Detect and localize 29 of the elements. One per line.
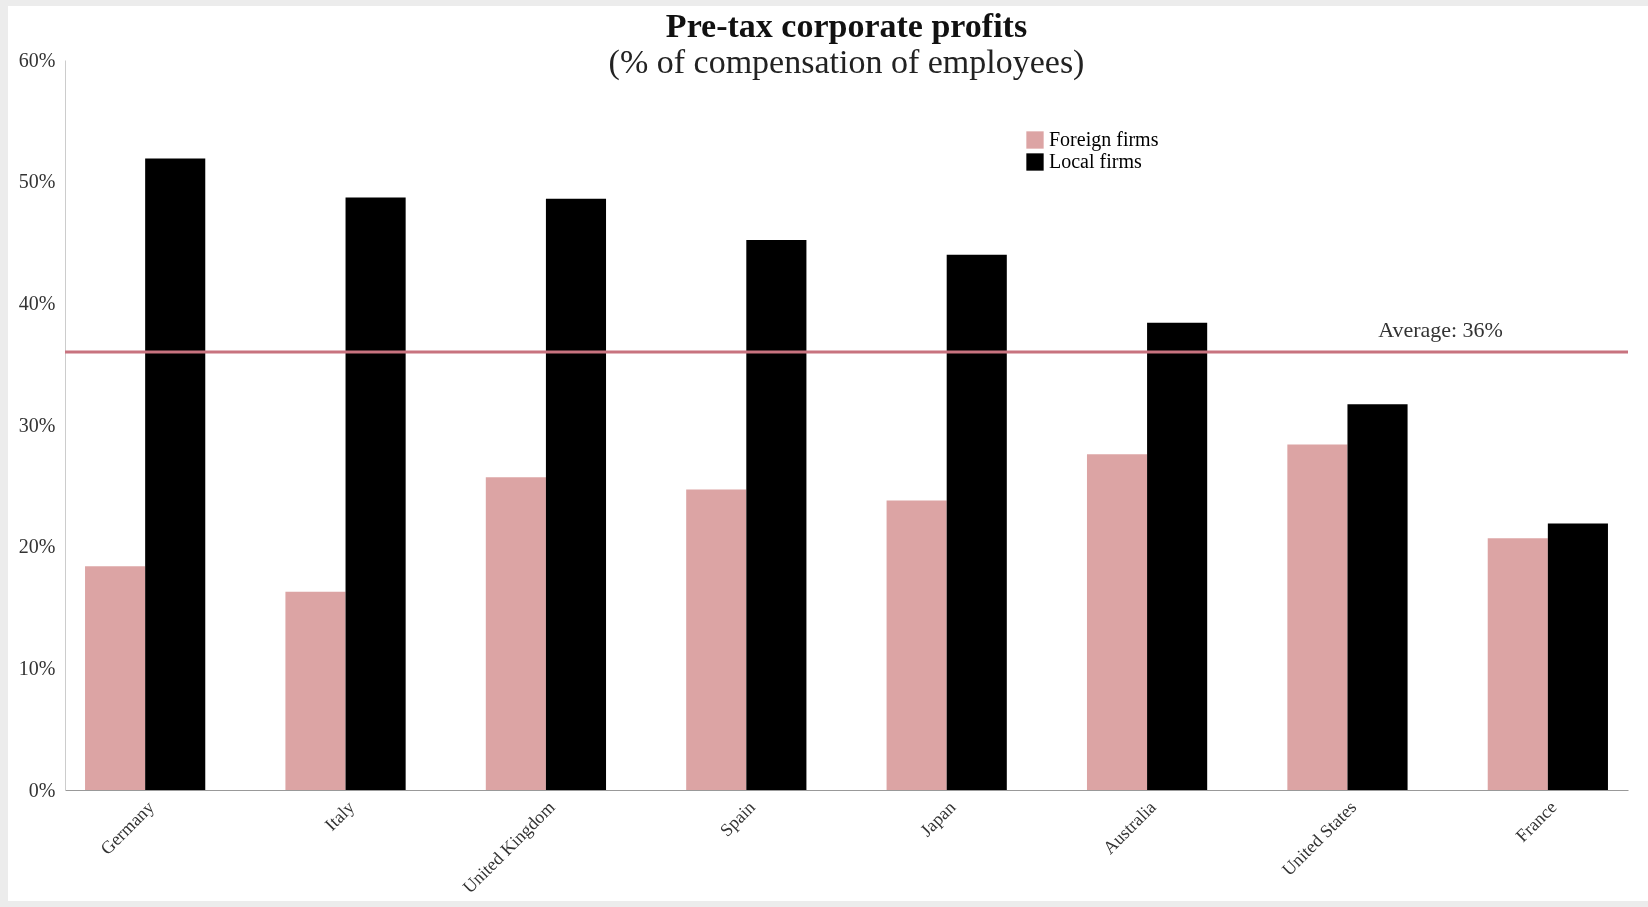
y-tick-label: 40% — [18, 291, 56, 314]
bar — [1347, 404, 1408, 790]
bar — [85, 566, 146, 790]
ref-line-label: Average: 36% — [1378, 317, 1503, 342]
bar — [345, 197, 406, 790]
chart-subtitle: (% of compensation of employees) — [608, 43, 1085, 81]
legend-label: Foreign firms — [1049, 128, 1159, 151]
bar — [485, 477, 546, 790]
bar — [1487, 538, 1548, 790]
bar — [1147, 322, 1208, 790]
bar — [886, 500, 947, 790]
bar — [946, 254, 1007, 790]
bar — [1086, 454, 1148, 790]
chart-title: Pre-tax corporate profits — [665, 7, 1028, 44]
y-tick-label: 0% — [28, 778, 56, 801]
bar — [285, 591, 346, 790]
y-tick-label: 30% — [18, 413, 56, 436]
bar — [545, 198, 607, 790]
bar — [686, 489, 747, 790]
y-tick-label: 20% — [18, 535, 56, 558]
bar — [1547, 523, 1608, 790]
legend-label: Local firms — [1049, 150, 1142, 172]
y-tick-label: 60% — [18, 48, 56, 71]
y-tick-label: 50% — [18, 170, 56, 193]
bar — [746, 240, 807, 790]
bar — [145, 158, 206, 790]
bar — [1287, 444, 1348, 790]
y-tick-label: 10% — [18, 656, 56, 679]
x-tick-label: Italy — [320, 797, 359, 835]
